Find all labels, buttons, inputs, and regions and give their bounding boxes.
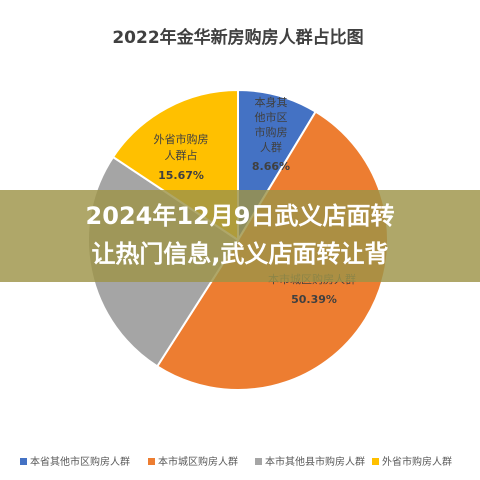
legend-swatch — [148, 458, 155, 465]
slice-label: 外省市购房 — [154, 132, 209, 146]
legend-label: 本市城区购房人群 — [158, 455, 238, 468]
legend-label: 外省市购房人群 — [382, 455, 452, 468]
chart-title: 2022年金华新房购房人群占比图 — [112, 27, 363, 48]
legend-label: 本市其他县市购房人群 — [265, 455, 365, 468]
slice-label: 他市区 — [255, 110, 288, 124]
slice-labels: 本身其他市区市购房人群8.66%本市城区购房人群50.39%外省市购房人群占15… — [154, 95, 357, 306]
slice-label: 人群 — [260, 140, 282, 154]
banner-line: 2024年12月9日武义店面转 — [86, 202, 395, 230]
legend-swatch — [20, 458, 27, 465]
value-label: 50.39% — [291, 293, 337, 306]
banner — [0, 190, 480, 282]
banner-line: 让热门信息,武义店面转让背 — [91, 240, 388, 268]
value-label: 15.67% — [158, 169, 204, 182]
slice-label: 市购房 — [255, 125, 288, 139]
legend-swatch — [372, 458, 379, 465]
slice-label: 本身其 — [255, 95, 288, 109]
slice-label: 人群占 — [165, 148, 198, 162]
value-label: 8.66% — [252, 160, 290, 173]
legend-swatch — [255, 458, 262, 465]
legend: 本省其他市区购房人群 本市城区购房人群 本市其他县市购房人群 外省市购房人群 — [20, 455, 452, 468]
legend-label: 本省其他市区购房人群 — [30, 455, 130, 468]
